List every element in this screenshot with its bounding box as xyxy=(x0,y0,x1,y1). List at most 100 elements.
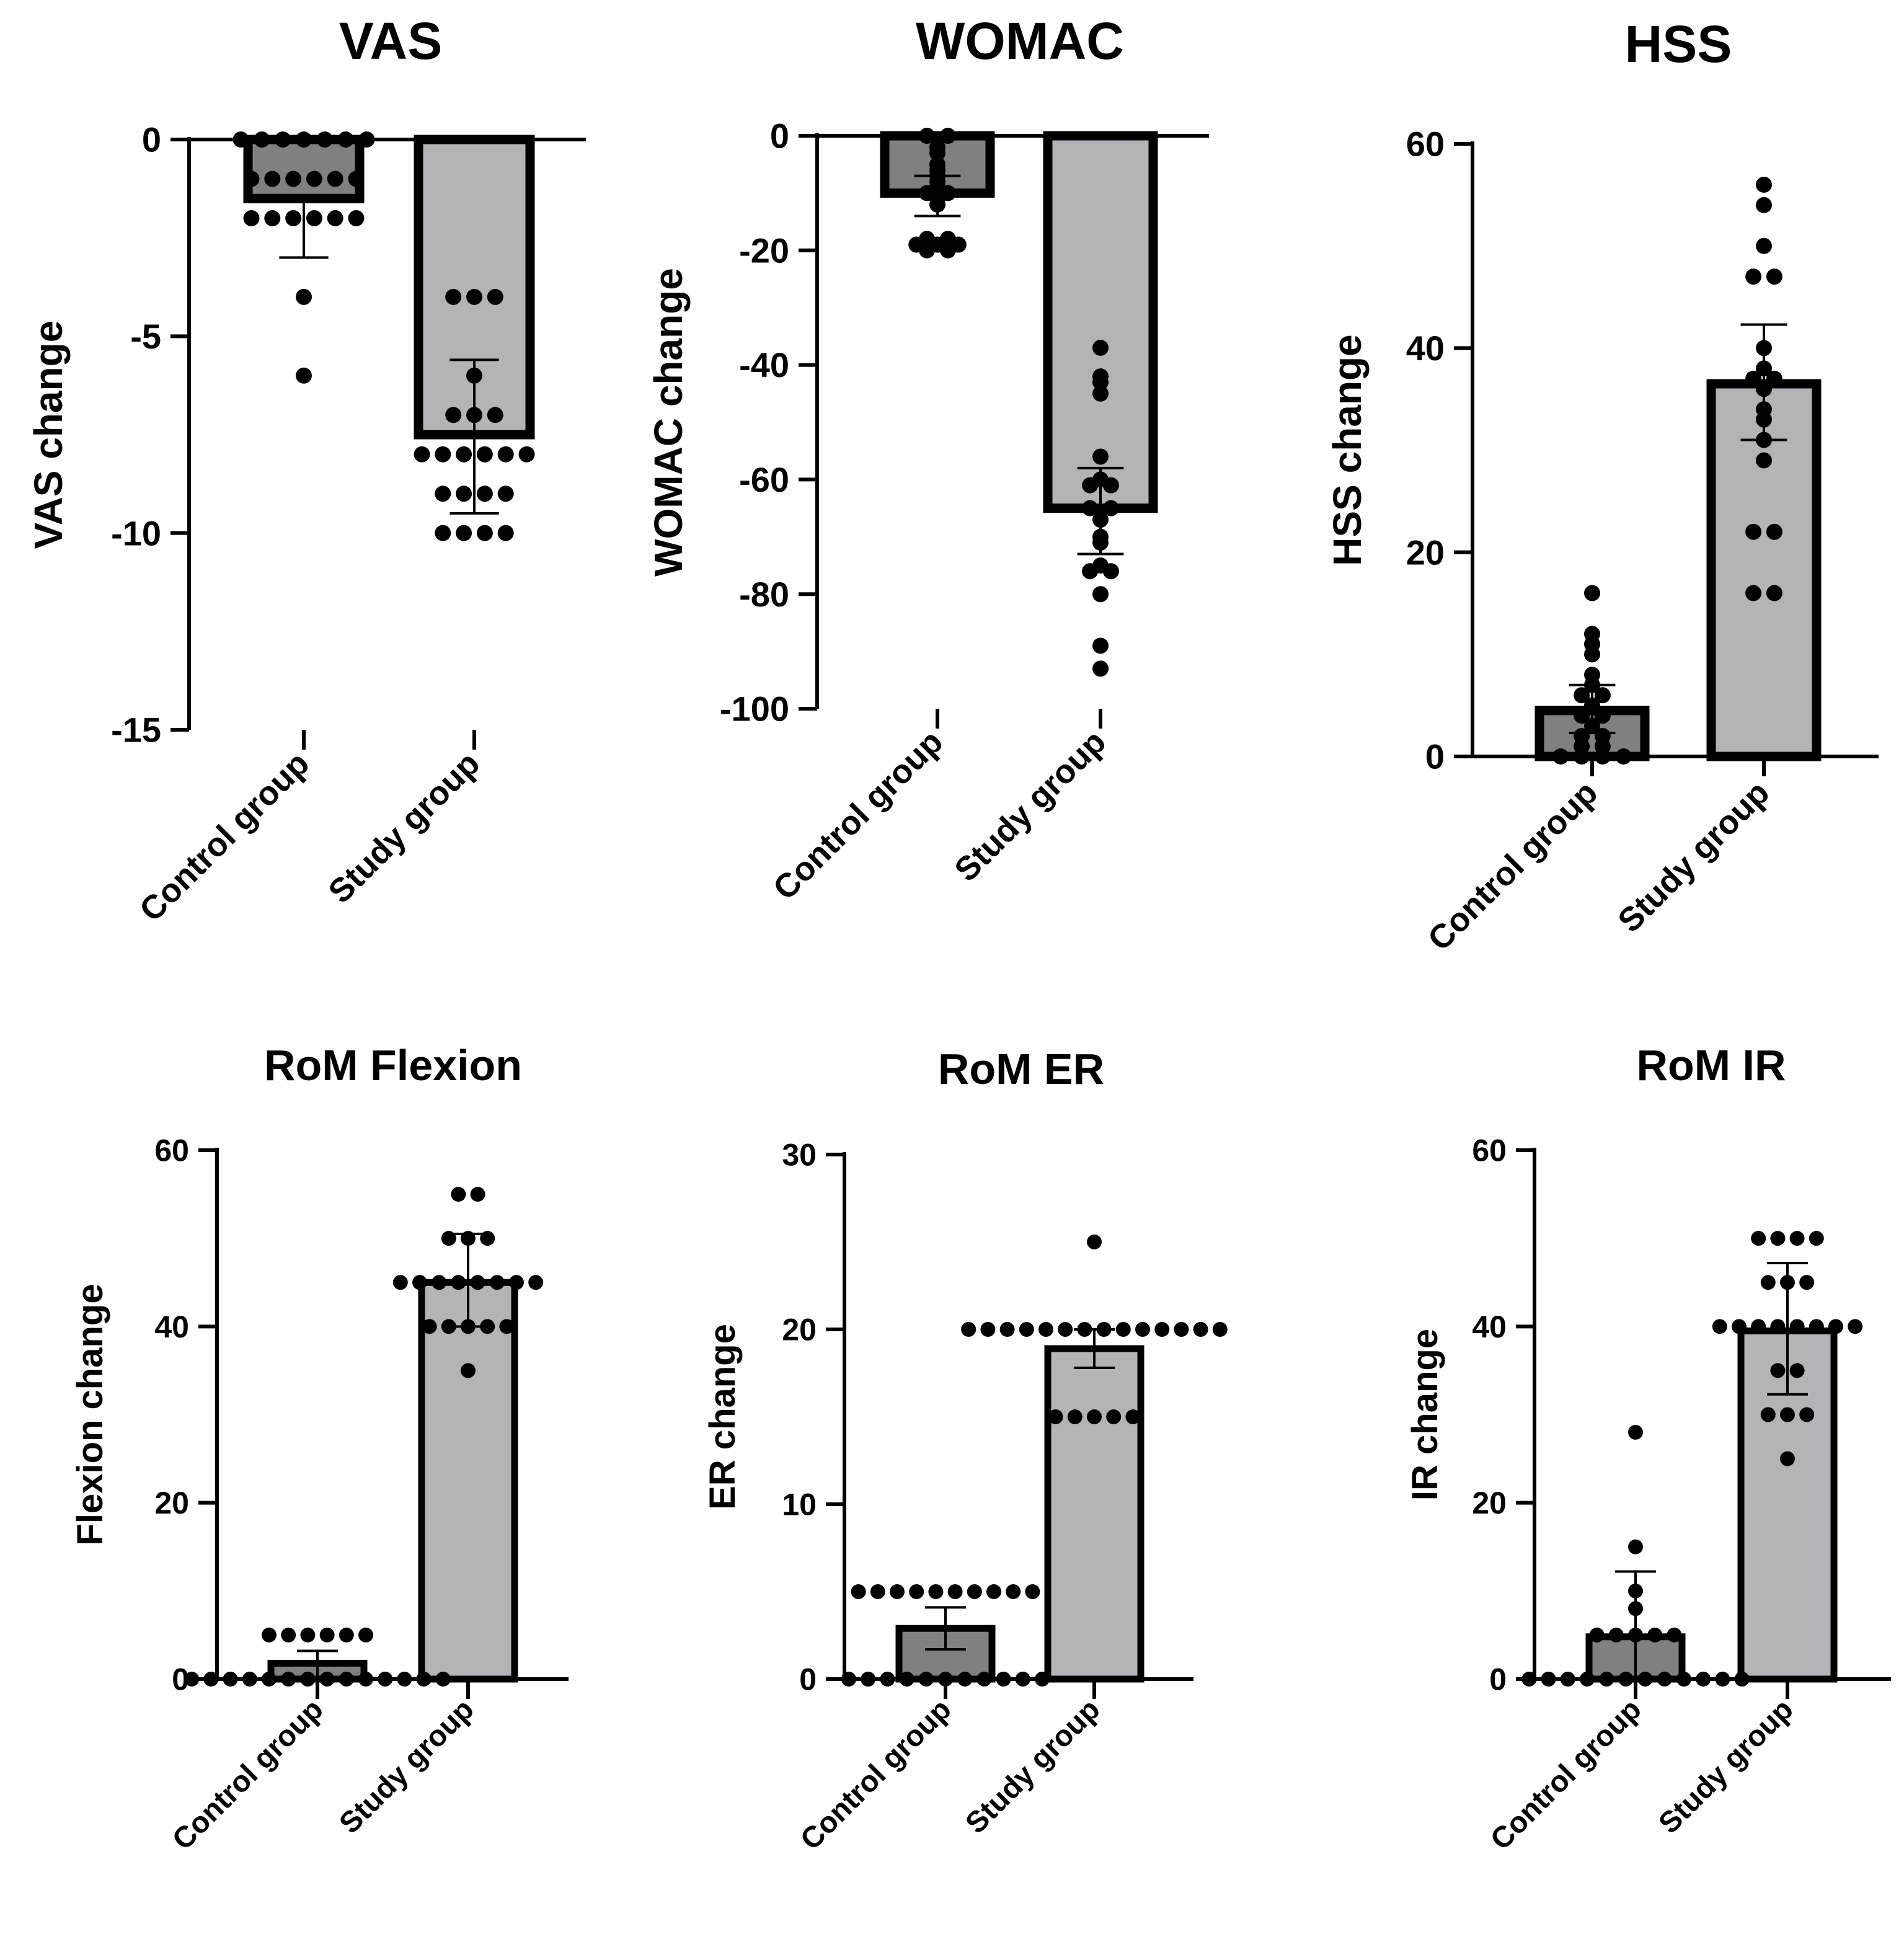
data-point xyxy=(348,210,365,226)
data-point xyxy=(348,171,365,187)
data-point xyxy=(358,131,375,148)
data-point xyxy=(1745,585,1762,601)
data-point xyxy=(1594,687,1611,704)
y-tick-label: -60 xyxy=(739,460,789,499)
y-tick-label: 60 xyxy=(1472,1133,1507,1168)
data-point xyxy=(1082,563,1099,580)
data-point xyxy=(264,171,281,187)
bar-control xyxy=(243,135,365,203)
data-point xyxy=(1082,500,1099,517)
data-point xyxy=(203,1672,219,1687)
data-point xyxy=(281,1627,296,1643)
data-point xyxy=(528,1275,544,1290)
data-point xyxy=(461,1363,476,1378)
data-point xyxy=(358,1627,373,1643)
data-point xyxy=(909,1584,924,1599)
data-point xyxy=(456,446,472,463)
chart-title: RoM IR xyxy=(1636,1041,1786,1089)
data-point xyxy=(1087,1409,1102,1424)
data-point xyxy=(300,1627,316,1643)
data-point xyxy=(499,1319,515,1334)
data-point xyxy=(1589,1627,1605,1643)
bar-study xyxy=(418,1279,518,1683)
y-tick-label: 20 xyxy=(154,1486,189,1520)
y-tick-label: 0 xyxy=(770,117,789,156)
data-point xyxy=(275,131,291,148)
data-point xyxy=(1647,1627,1663,1643)
data-point xyxy=(435,525,451,541)
data-point xyxy=(899,1672,914,1687)
y-tick-label: -15 xyxy=(111,711,161,750)
data-point xyxy=(1657,1672,1672,1687)
data-point xyxy=(1751,1319,1766,1334)
y-tick-label: 30 xyxy=(782,1138,817,1173)
data-point xyxy=(296,288,312,305)
data-point xyxy=(242,1672,257,1687)
data-point xyxy=(1799,1407,1815,1422)
data-point xyxy=(1712,1319,1727,1334)
data-point xyxy=(1584,667,1600,683)
data-point xyxy=(928,1584,944,1599)
data-point xyxy=(262,1627,277,1643)
data-point xyxy=(456,486,472,502)
data-point xyxy=(1574,687,1590,704)
data-point xyxy=(1006,1584,1021,1599)
y-tick-label: -20 xyxy=(739,231,789,270)
data-point xyxy=(306,171,322,187)
y-axis-label: IR change xyxy=(1405,1329,1445,1501)
data-point xyxy=(1154,1322,1170,1337)
data-point xyxy=(1067,1409,1083,1424)
data-point xyxy=(339,1672,354,1687)
data-point xyxy=(939,128,956,144)
y-tick-label: 40 xyxy=(154,1310,189,1344)
data-point xyxy=(1102,563,1119,580)
data-point xyxy=(243,171,260,187)
data-point xyxy=(851,1584,866,1599)
data-point xyxy=(1092,339,1109,356)
data-point xyxy=(1174,1322,1189,1337)
data-point xyxy=(996,1672,1011,1687)
chart-title: VAS xyxy=(339,12,442,70)
data-point xyxy=(339,1627,354,1643)
data-point xyxy=(1734,1672,1750,1687)
data-point xyxy=(1751,1231,1766,1246)
data-point xyxy=(947,1584,963,1599)
data-point xyxy=(938,1672,953,1687)
data-point xyxy=(957,1672,973,1687)
data-point xyxy=(1766,370,1782,387)
data-point xyxy=(880,1672,895,1687)
data-point xyxy=(841,1672,856,1687)
data-point xyxy=(1770,1363,1786,1378)
data-point xyxy=(451,1187,466,1202)
bar-study xyxy=(1044,1345,1145,1683)
data-point xyxy=(999,1322,1015,1337)
y-tick-label: -5 xyxy=(130,317,161,356)
y-tick-label: 0 xyxy=(1489,1662,1507,1697)
data-point xyxy=(445,288,462,305)
data-point xyxy=(1092,448,1109,465)
data-point xyxy=(939,242,956,259)
data-point xyxy=(509,1275,524,1290)
data-point xyxy=(392,1275,408,1290)
data-point xyxy=(337,131,354,148)
data-point xyxy=(1676,1672,1691,1687)
data-point xyxy=(1125,1409,1141,1424)
y-tick-label: -100 xyxy=(720,689,789,729)
data-point xyxy=(919,128,936,144)
data-point xyxy=(918,1672,934,1687)
data-point xyxy=(306,210,322,226)
data-point xyxy=(1038,1322,1053,1337)
chart-title: RoM ER xyxy=(938,1045,1104,1093)
data-point xyxy=(1082,477,1099,494)
data-point xyxy=(281,1672,296,1687)
y-axis-label: VAS change xyxy=(26,321,71,549)
data-point xyxy=(414,446,430,463)
data-point xyxy=(1058,1322,1073,1337)
data-point xyxy=(262,1672,277,1687)
data-point xyxy=(1766,585,1782,601)
data-point xyxy=(1789,1231,1805,1246)
data-point xyxy=(1092,586,1109,603)
data-point xyxy=(1025,1584,1040,1599)
data-point xyxy=(470,1187,485,1202)
data-point xyxy=(489,1275,505,1290)
